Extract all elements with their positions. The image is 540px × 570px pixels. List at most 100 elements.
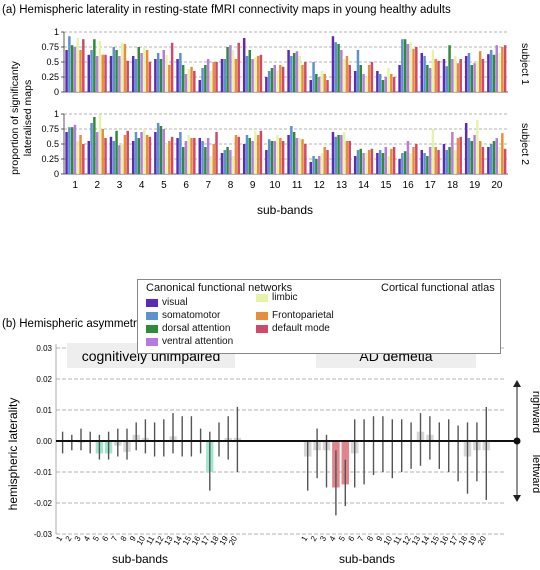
- s1-bar-ventral-attention: [273, 65, 276, 92]
- panel-a-xticks: 1 2 3 4 5 6 7 8 9 10 11 12 13 14 15 16 17 18 19 20: [72, 180, 503, 191]
- panel-a-xtick-label: 6: [183, 180, 189, 191]
- s1-bar-limbic: [498, 53, 501, 92]
- s2-bar-default-mode: [503, 148, 507, 174]
- s1-bar-ventral-attention: [406, 44, 410, 92]
- s1-bar-ventral-attention: [295, 51, 299, 92]
- s1-bar-limbic: [209, 71, 213, 92]
- s2-bar-ventral-attention: [295, 138, 299, 174]
- s2-bar-ventral-attention: [118, 145, 121, 174]
- panel-a-xtick-label: 12: [314, 180, 326, 191]
- s1-bar-visual: [420, 53, 424, 92]
- s2-bar-frontoparietal: [478, 141, 482, 174]
- s1-ytick-label: 0.25: [41, 72, 59, 82]
- legend-swatch-frontoparietal: [256, 311, 268, 320]
- s1-bar-visual: [198, 80, 202, 92]
- s2-bar-default-mode: [148, 136, 152, 174]
- s2-bar-limbic: [387, 156, 390, 174]
- s2-bar-default-mode: [326, 150, 329, 174]
- s2-bar-ventral-attention: [206, 138, 210, 174]
- subject-1-label: subject 1: [519, 43, 531, 85]
- s1-bar-frontoparietal: [168, 65, 171, 92]
- s2-bar-visual: [398, 159, 401, 174]
- s2-bar-default-mode: [170, 136, 174, 174]
- s1-bar-frontoparietal: [412, 48, 415, 92]
- s2-bar-visual: [331, 132, 335, 174]
- s1-bar-frontoparietal: [367, 65, 371, 92]
- s1-bar-visual: [242, 38, 246, 92]
- s2-bar-somatomotor: [245, 135, 249, 174]
- s1-bar-limbic: [231, 50, 235, 92]
- s1-bar-limbic: [187, 69, 190, 92]
- s2-bar-visual: [287, 135, 290, 174]
- s2-bar-somatomotor: [356, 150, 360, 174]
- s2-bar-dorsal-attention: [70, 127, 74, 174]
- s1-bar-limbic: [143, 47, 146, 92]
- s1-bar-limbic: [254, 57, 257, 92]
- ad-xtick-label: 9: [375, 534, 385, 543]
- rightward-label: righward: [530, 391, 540, 433]
- s2-bar-frontoparietal: [301, 139, 304, 174]
- s2-bar-frontoparietal: [79, 135, 82, 174]
- panel-a-xtick-label: 18: [447, 180, 459, 191]
- s1-bar-default-mode: [104, 54, 107, 92]
- s2-bar-frontoparietal: [145, 135, 149, 174]
- s2-bar-default-mode: [237, 136, 240, 174]
- s1-bar-ventral-attention: [118, 56, 121, 92]
- legend-label-visual: visual: [162, 297, 188, 308]
- s1-bar-default-mode: [170, 42, 174, 92]
- s2-bar-limbic: [231, 156, 235, 174]
- s1-bar-default-mode: [126, 60, 129, 92]
- s2-bar-limbic: [409, 153, 412, 174]
- s1-bar-visual: [331, 36, 335, 92]
- s1-bar-limbic: [453, 56, 457, 92]
- s1-bar-visual: [287, 50, 290, 92]
- panel-b-ytick-label: -0.02: [34, 499, 53, 508]
- s1-bar-default-mode: [370, 62, 374, 92]
- panel-a-xtick-label: 17: [425, 180, 437, 191]
- panel-a-xtick-label: 9: [250, 180, 256, 191]
- s1-bar-ventral-attention: [251, 59, 254, 92]
- s1-bar-dorsal-attention: [204, 65, 207, 92]
- s2-bar-frontoparietal: [234, 135, 238, 174]
- cu-xtick-label: 8: [119, 534, 129, 543]
- s1-bar-limbic: [387, 68, 390, 92]
- s1-bar-visual: [176, 59, 179, 92]
- s1-bar-somatomotor: [134, 59, 138, 92]
- s1-bar-default-mode: [148, 62, 152, 92]
- cu-xtick-label: 6: [100, 534, 110, 543]
- s1-bar-default-mode: [193, 71, 196, 92]
- network-legend: Canonical functional networks Cortical f…: [137, 279, 501, 354]
- s2-bar-limbic: [209, 156, 213, 174]
- s1-bar-dorsal-attention: [448, 45, 451, 92]
- s1-bar-somatomotor: [378, 74, 382, 92]
- ad-xtick-label: 3: [318, 534, 328, 543]
- s1-bar-frontoparietal: [501, 47, 504, 92]
- s1-bar-default-mode: [237, 42, 240, 92]
- s1-bar-somatomotor: [112, 47, 116, 92]
- panel-b-ytick-label: 0.02: [36, 375, 52, 384]
- s1-bar-frontoparietal: [323, 74, 326, 92]
- s1-bar-default-mode: [215, 62, 218, 92]
- s1-bar-dorsal-attention: [248, 50, 252, 92]
- s2-bar-visual: [376, 153, 379, 174]
- s1-bar-dorsal-attention: [181, 65, 185, 92]
- legend-item-dorsal-attention: dorsal attention: [146, 323, 230, 334]
- s1-bar-frontoparietal: [212, 62, 215, 92]
- s1-bar-visual: [220, 59, 224, 92]
- s2-bar-ventral-attention: [184, 141, 188, 174]
- s2-bar-dorsal-attention: [181, 147, 185, 174]
- s2-bar-visual: [265, 150, 268, 174]
- s2-bar-somatomotor: [334, 136, 338, 174]
- s2-bar-dorsal-attention: [448, 147, 451, 174]
- s2-bar-visual: [109, 136, 113, 174]
- s1-bar-frontoparietal: [79, 50, 82, 92]
- s2-bar-default-mode: [437, 150, 440, 174]
- s1-bar-somatomotor: [267, 71, 271, 92]
- s2-bar-default-mode: [392, 147, 396, 174]
- s2-bar-limbic: [165, 144, 168, 174]
- s2-bar-default-mode: [481, 147, 485, 174]
- s2-bar-somatomotor: [489, 144, 493, 174]
- s2-bar-somatomotor: [267, 139, 271, 174]
- s1-bar-frontoparietal: [456, 63, 460, 92]
- s1-ytick-label: 0.75: [41, 42, 59, 52]
